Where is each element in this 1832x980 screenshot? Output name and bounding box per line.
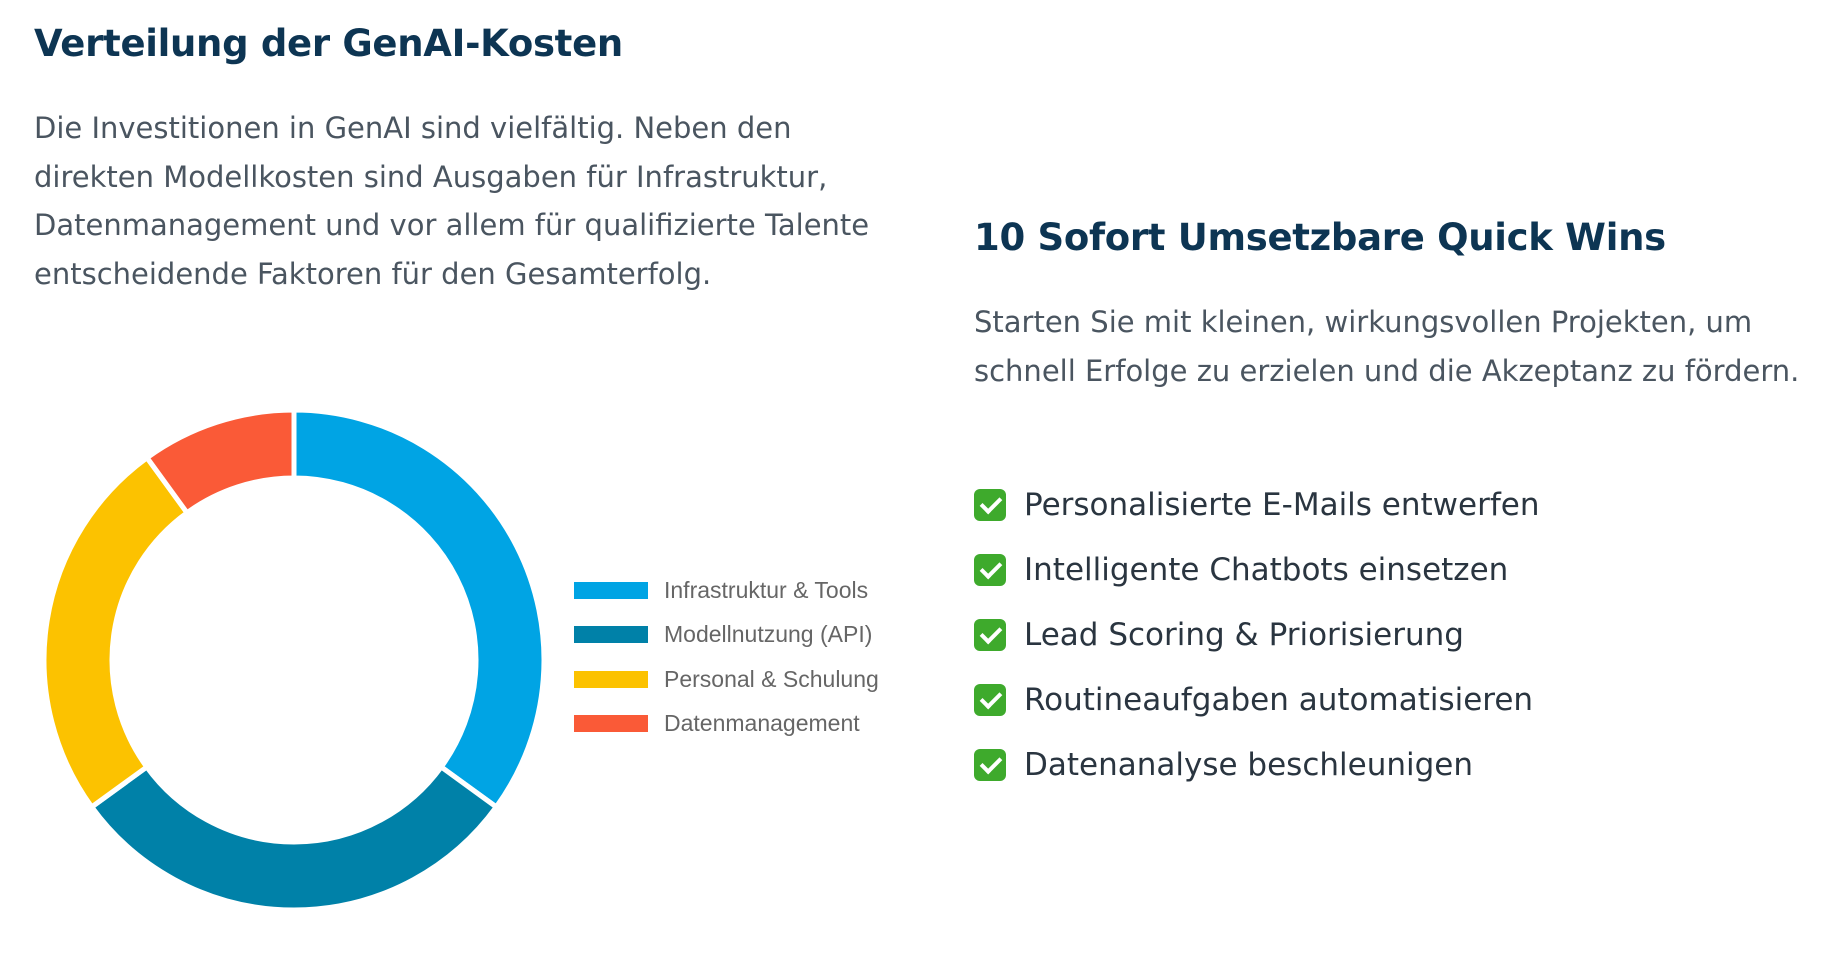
check-mark-button-icon: [974, 488, 1006, 521]
cost-distribution-title: Verteilung der GenAI-Kosten: [34, 22, 623, 65]
donut-slice-4[interactable]: [143, 407, 297, 517]
chart-legend: Infrastruktur & Tools Modellnutzung (API)…: [574, 568, 879, 746]
cost-distribution-section: Verteilung der GenAI-Kosten Die Investit…: [34, 0, 914, 980]
legend-label: Infrastruktur & Tools: [664, 576, 869, 603]
quick-win-item: Personalisierte E-Mails entwerfen: [974, 472, 1539, 537]
legend-item[interactable]: Infrastruktur & Tools: [574, 568, 879, 613]
quick-win-item: Datenanalyse beschleunigen: [974, 732, 1539, 797]
legend-swatch: [574, 715, 648, 733]
check-mark-button-icon: [974, 748, 1006, 781]
check-mark-button-icon: [974, 618, 1006, 651]
legend-swatch: [574, 670, 648, 688]
cost-donut-chart: [41, 407, 547, 913]
legend-item[interactable]: Personal & Schulung: [574, 657, 879, 702]
cost-distribution-description: Die Investitionen in GenAI sind vielfält…: [34, 111, 870, 291]
quick-win-label: Routineaufgaben automatisieren: [1024, 681, 1534, 718]
quick-win-item: Lead Scoring & Priorisierung: [974, 602, 1539, 667]
quick-win-item: Routineaufgaben automatisieren: [974, 667, 1539, 732]
donut-slice-3[interactable]: [41, 454, 191, 811]
quick-wins-description: Starten Sie mit kleinen, wirkungsvollen …: [974, 305, 1800, 388]
check-mark-button-icon: [974, 553, 1006, 586]
quick-win-item: Intelligente Chatbots einsetzen: [974, 537, 1539, 602]
quick-win-label: Personalisierte E-Mails entwerfen: [1024, 486, 1540, 523]
legend-item[interactable]: Modellnutzung (API): [574, 613, 879, 658]
legend-label: Personal & Schulung: [664, 665, 879, 692]
check-mark-button-icon: [974, 683, 1006, 716]
quick-wins-list: Personalisierte E-Mails entwerfen Intelli…: [974, 472, 1539, 797]
quick-wins-section: 10 Sofort Umsetzbare Quick Wins Starten …: [974, 0, 1814, 980]
legend-swatch: [574, 581, 648, 599]
quick-win-label: Lead Scoring & Priorisierung: [1024, 616, 1464, 653]
legend-item[interactable]: Datenmanagement: [574, 702, 879, 747]
quick-wins-title: 10 Sofort Umsetzbare Quick Wins: [974, 216, 1666, 259]
quick-win-label: Intelligente Chatbots einsetzen: [1024, 551, 1509, 588]
quick-win-label: Datenanalyse beschleunigen: [1024, 746, 1474, 783]
legend-label: Datenmanagement: [664, 710, 860, 737]
donut-slice-2[interactable]: [88, 763, 500, 913]
legend-swatch: [574, 626, 648, 644]
legend-label: Modellnutzung (API): [664, 621, 873, 648]
donut-slice-1[interactable]: [291, 407, 547, 811]
